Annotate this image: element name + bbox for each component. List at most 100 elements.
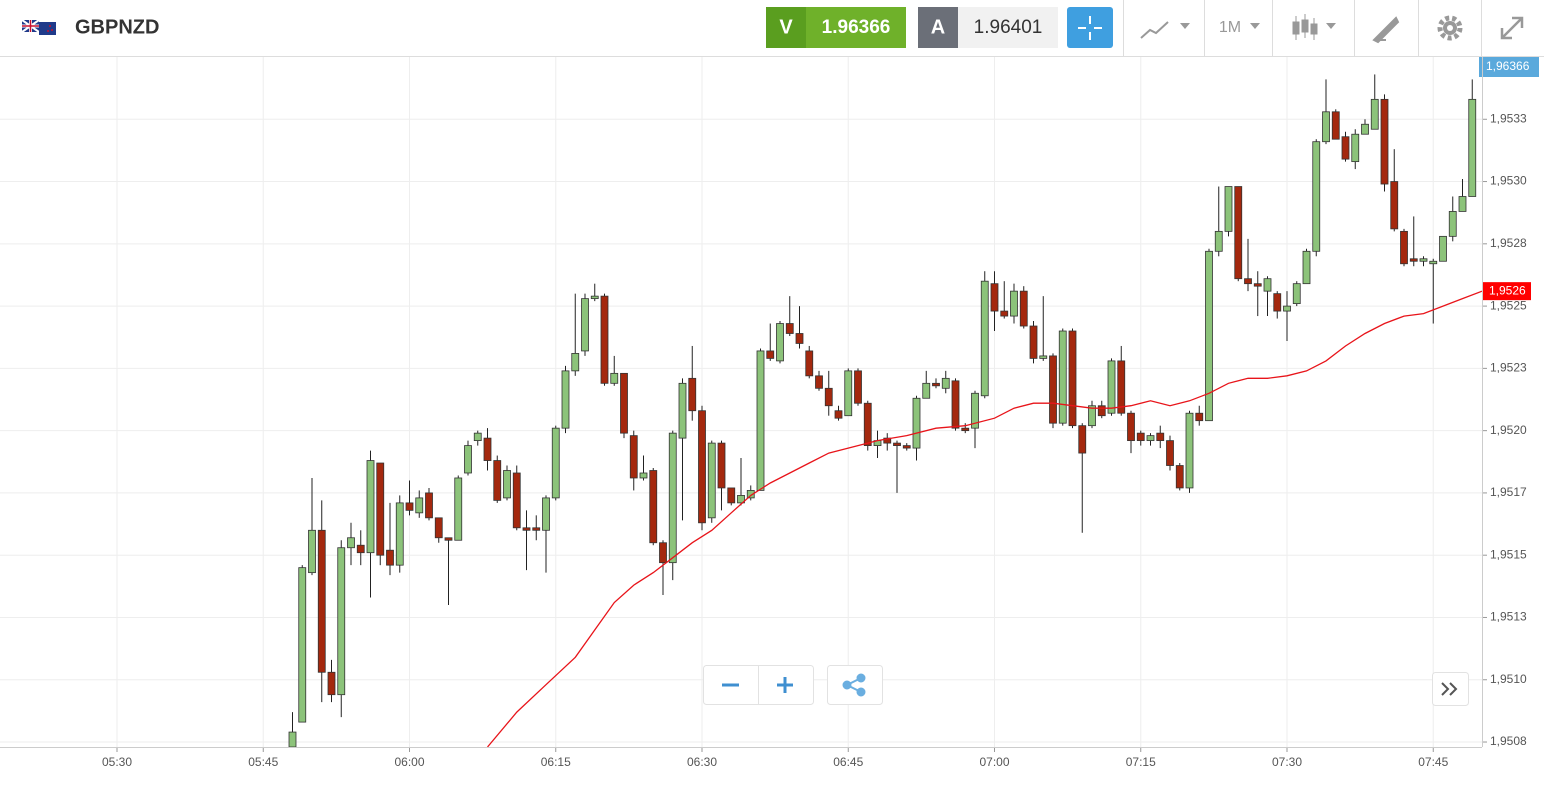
- candle-body-down: [629, 435, 638, 479]
- candle-body-up: [1439, 235, 1447, 262]
- candle-body-down: [951, 380, 960, 429]
- share-button[interactable]: [827, 665, 883, 705]
- candle-body-up: [1312, 141, 1321, 252]
- candle-type-button[interactable]: [1292, 14, 1336, 40]
- x-tick-label: 06:45: [833, 755, 863, 769]
- candle-body-down: [1078, 425, 1087, 454]
- candle-body-down: [1166, 440, 1174, 466]
- candle-body-up: [1292, 283, 1301, 305]
- candle-body-up: [1283, 305, 1291, 312]
- candle-body-up: [1039, 355, 1048, 359]
- candle-body-up: [746, 490, 755, 499]
- candle-body-down: [698, 410, 706, 524]
- drawing-tools-button[interactable]: [1372, 16, 1400, 44]
- candle-body-down: [1049, 355, 1057, 424]
- candle-body-up: [1448, 211, 1457, 237]
- y-tick-label: 1,9517: [1490, 485, 1527, 499]
- candle-body-up: [464, 445, 472, 474]
- axes: 1,9508 1,9510 1,9513 1,9515 1,9517 1,9520 1,95…: [102, 57, 1539, 769]
- candle-body-up: [298, 567, 307, 723]
- candle-body-up: [941, 377, 950, 389]
- candle-body-down: [717, 442, 726, 489]
- buy-price[interactable]: 1.96401: [974, 17, 1043, 38]
- sell-label[interactable]: V: [779, 16, 793, 38]
- candle-body-down: [688, 377, 697, 412]
- candle-body-up: [337, 547, 346, 696]
- candle-body-down: [1341, 136, 1350, 160]
- candle-body-up: [395, 502, 404, 566]
- candle-body-up: [1429, 260, 1438, 265]
- candle-body-down: [512, 472, 521, 529]
- candle-body-down: [405, 502, 414, 511]
- candle-body-down: [1097, 405, 1106, 417]
- candle-body-down: [824, 387, 833, 407]
- share-icon[interactable]: [842, 673, 866, 697]
- sell-price[interactable]: 1.96366: [822, 17, 891, 38]
- candle-body-up: [1458, 196, 1467, 212]
- candle-body-up: [980, 280, 989, 397]
- candle-body-down: [1195, 412, 1204, 422]
- candle-body-down: [785, 323, 794, 334]
- crosshair-button[interactable]: [1067, 7, 1113, 48]
- chart-type-button[interactable]: [1140, 21, 1190, 39]
- candle-body-down: [376, 462, 385, 556]
- grid: [0, 57, 1482, 747]
- candle-body-down: [620, 372, 628, 434]
- candle-body-down: [815, 375, 823, 389]
- sell-button[interactable]: V 1.96366: [766, 7, 906, 48]
- candle-body-down: [1175, 465, 1184, 489]
- timeframe[interactable]: 1M: [1219, 19, 1241, 36]
- y-tick-label: 1,9515: [1490, 547, 1527, 561]
- candle-body-up: [1010, 290, 1018, 317]
- zoom-in-button[interactable]: [777, 677, 793, 693]
- candle-body-up: [571, 353, 580, 372]
- candle-body-down: [522, 527, 531, 531]
- candle-body-down: [1019, 290, 1028, 327]
- buy-button[interactable]: A 1.96401: [918, 7, 1058, 48]
- candle-body-down: [1127, 412, 1135, 442]
- candle-body-up: [922, 382, 931, 399]
- candle-body-up: [1058, 330, 1067, 424]
- y-tick-label: 1,9528: [1490, 236, 1527, 250]
- candle-body-down: [1390, 181, 1399, 230]
- x-tick-label: 07:30: [1272, 755, 1302, 769]
- candle-body-down: [932, 382, 940, 387]
- candle-body-down: [444, 537, 453, 541]
- x-tick-label: 05:30: [102, 755, 132, 769]
- candle-body-down: [1331, 111, 1340, 140]
- candle-body-up: [1214, 230, 1223, 252]
- candle-body-up: [1302, 250, 1311, 285]
- last-price-badge: [1479, 57, 1539, 77]
- y-tick-label: 1,9510: [1490, 672, 1527, 686]
- x-tick-label: 07:15: [1126, 755, 1156, 769]
- candle-body-up: [1322, 111, 1330, 143]
- candle-body-down: [795, 333, 804, 344]
- candle-body-up: [971, 392, 979, 429]
- y-tick-label: 1,9508: [1490, 734, 1527, 748]
- candle-body-up: [590, 295, 599, 300]
- candle-body-up: [1361, 123, 1369, 135]
- candle-body-down: [1380, 98, 1389, 185]
- fullscreen-button[interactable]: [1500, 16, 1524, 40]
- moving-average-line: [487, 290, 1482, 747]
- candle-body-up: [551, 427, 560, 499]
- candle-body-down: [1244, 278, 1252, 285]
- timeframe-button[interactable]: 1M: [1219, 19, 1260, 36]
- candle-body-down: [1409, 258, 1418, 262]
- buy-label[interactable]: A: [931, 16, 945, 38]
- settings-button[interactable]: [1437, 15, 1463, 41]
- candle-body-down: [961, 427, 970, 432]
- candle-body-up: [678, 382, 687, 439]
- x-tick-label: 06:15: [541, 755, 571, 769]
- y-tick-label: 1,9513: [1490, 610, 1527, 624]
- candle-body-up: [561, 370, 570, 429]
- candle-body-down: [854, 370, 862, 404]
- zoom-controls: [703, 665, 883, 705]
- candle-body-down: [1400, 230, 1408, 265]
- scroll-right-button[interactable]: [1432, 672, 1469, 706]
- x-tick-label: 07:45: [1418, 755, 1448, 769]
- candle-body-up: [756, 350, 765, 491]
- symbol: GBPNZD: [75, 16, 159, 38]
- candle-body-up: [844, 370, 853, 417]
